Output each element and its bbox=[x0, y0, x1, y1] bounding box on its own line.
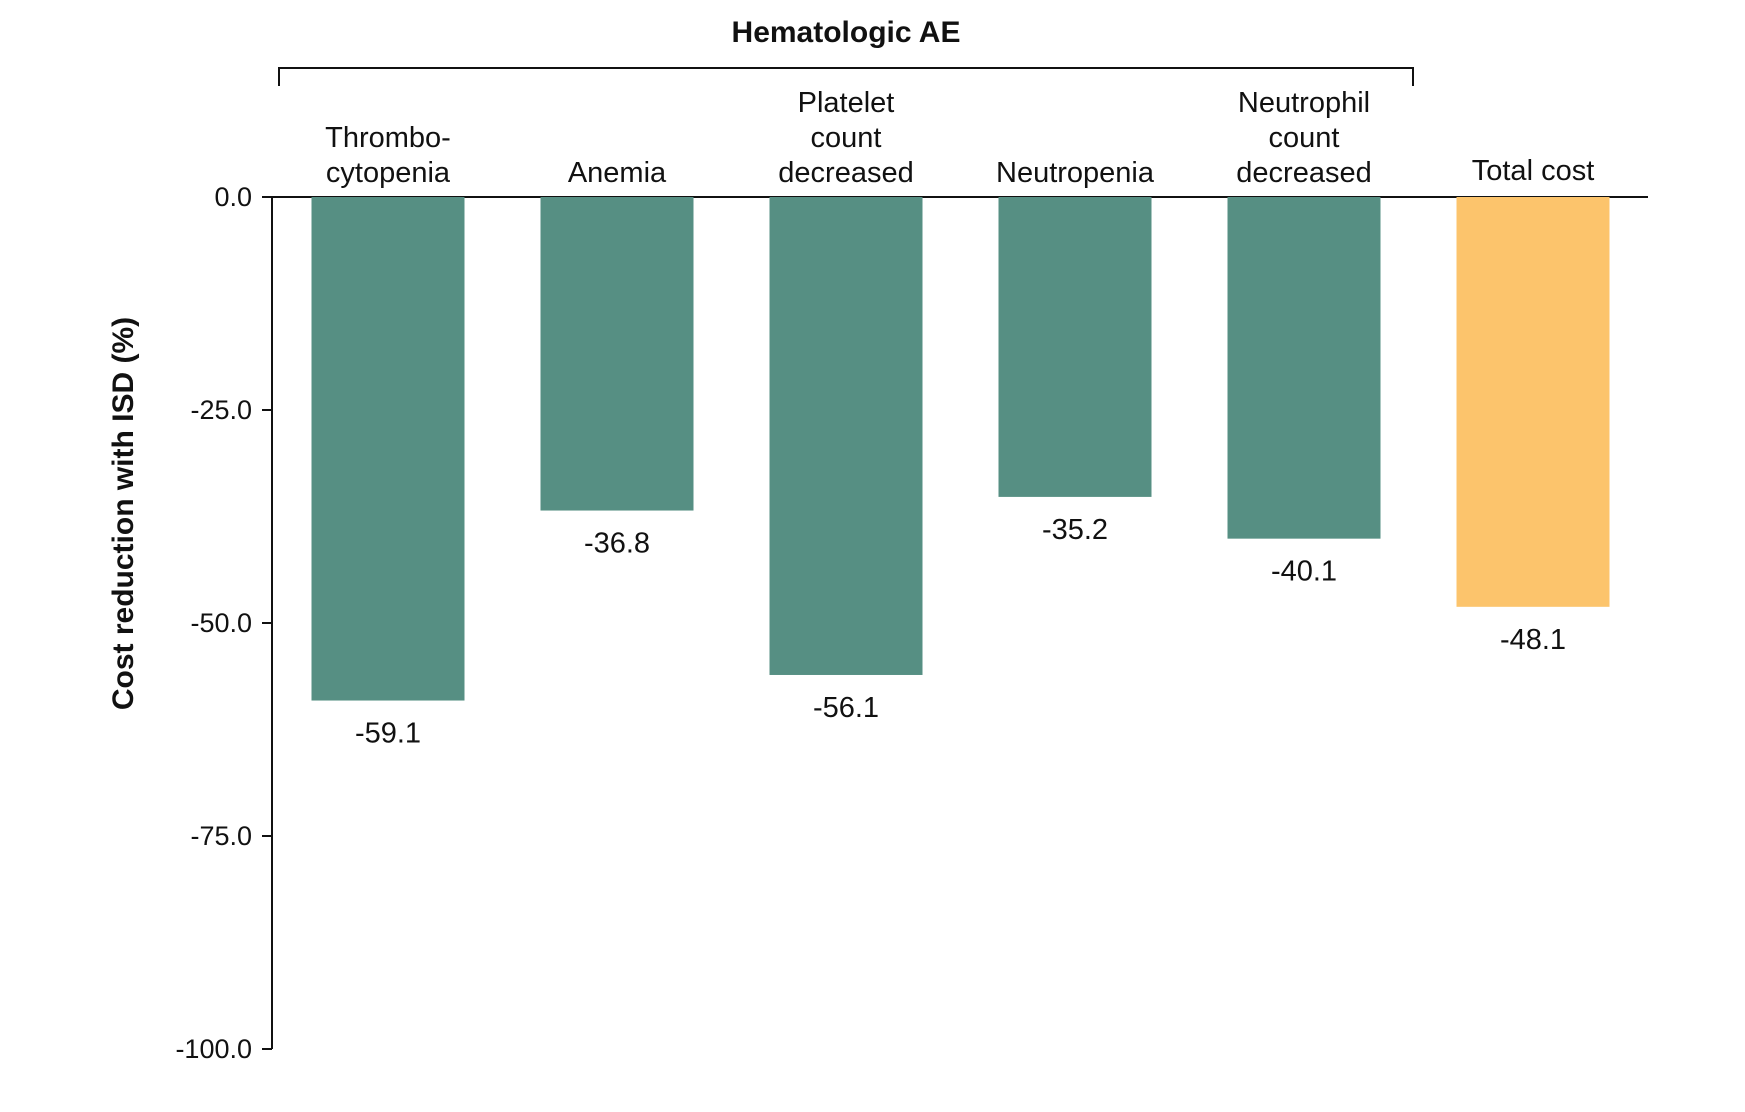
category-label-line: Neutrophil bbox=[1238, 87, 1370, 119]
y-tick-label: -75.0 bbox=[190, 821, 252, 851]
category-label-line: cytopenia bbox=[326, 157, 451, 189]
group-bracket bbox=[278, 67, 1414, 86]
bar bbox=[769, 197, 923, 675]
y-axis-title: Cost reduction with ISD (%) bbox=[107, 317, 140, 710]
bar bbox=[311, 197, 465, 701]
bar bbox=[540, 197, 694, 511]
data-label: -35.2 bbox=[1042, 514, 1108, 546]
category-label-line: decreased bbox=[1236, 157, 1371, 189]
category-label: Anemia bbox=[568, 157, 667, 189]
category-label-line: Thrombo- bbox=[325, 122, 451, 154]
y-tick-label: -100.0 bbox=[175, 1034, 252, 1064]
category-label-line: decreased bbox=[778, 157, 913, 189]
bars bbox=[311, 197, 1610, 701]
category-label-line: Anemia bbox=[568, 157, 667, 189]
data-label: -48.1 bbox=[1500, 624, 1566, 656]
category-label-line: count bbox=[811, 122, 882, 154]
category-label-line: count bbox=[1269, 122, 1340, 154]
category-label: Total cost bbox=[1472, 155, 1595, 187]
y-tick-label: 0.0 bbox=[214, 182, 252, 212]
bar bbox=[1227, 197, 1381, 539]
category-label: Neutropenia bbox=[996, 157, 1155, 189]
bar bbox=[1456, 197, 1610, 607]
y-tick-label: -50.0 bbox=[190, 608, 252, 638]
group-bracket-label: Hematologic AE bbox=[732, 16, 961, 49]
data-label: -59.1 bbox=[355, 718, 421, 750]
bar bbox=[998, 197, 1152, 497]
data-label: -36.8 bbox=[584, 528, 650, 560]
labels: -59.1 Thrombo-cytopenia -36.8 Anemia -56.1 Pl… bbox=[325, 16, 1594, 750]
y-tick-label: -25.0 bbox=[190, 395, 252, 425]
category-label: Thrombo-cytopenia bbox=[325, 122, 451, 189]
category-label-line: Platelet bbox=[798, 87, 895, 119]
category-label-line: Neutropenia bbox=[996, 157, 1155, 189]
category-label-line: Total cost bbox=[1472, 155, 1595, 187]
data-label: -56.1 bbox=[813, 692, 879, 724]
data-label: -40.1 bbox=[1271, 556, 1337, 588]
axes: 0.0 -25.0 -50.0 -75.0 -100.0 Cost reduction w… bbox=[107, 67, 1648, 1064]
